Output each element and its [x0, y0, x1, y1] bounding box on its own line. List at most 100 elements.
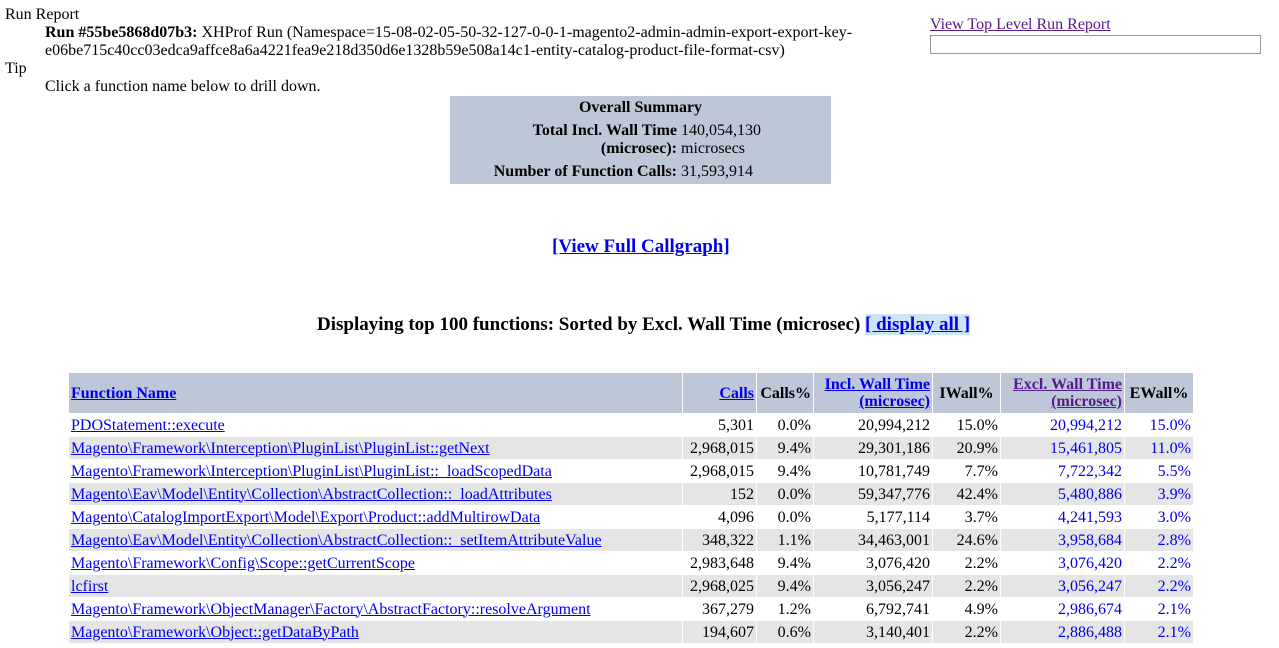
sort-function-name-link[interactable]: Function Name: [71, 384, 177, 402]
sort-incl-wall-link[interactable]: Incl. Wall Time (microsec): [825, 376, 930, 410]
calls-pct-cell: 0.6%: [757, 621, 813, 643]
function-name-cell: PDOStatement::execute: [69, 414, 682, 436]
calls-cell: 2,968,015: [683, 460, 756, 482]
iwall-pct-cell: 2.2%: [933, 575, 1000, 597]
header-calls-pct: Calls%: [757, 373, 813, 413]
table-row: Magento\Eav\Model\Entity\Collection\Abst…: [69, 483, 1193, 505]
header-ewall-pct: EWall%: [1125, 373, 1193, 413]
iwall-pct-cell: 15.0%: [933, 414, 1000, 436]
incl-wall-cell: 3,140,401: [814, 621, 932, 643]
display-heading-text: Displaying top 100 functions: Sorted by …: [317, 314, 861, 335]
table-row: Magento\Framework\Interception\PluginLis…: [69, 437, 1193, 459]
excl-wall-cell: 15,461,805: [1001, 437, 1124, 459]
function-name-cell: Magento\Framework\Interception\PluginLis…: [69, 460, 682, 482]
calls-pct-cell: 0.0%: [757, 483, 813, 505]
table-row: Magento\CatalogImportExport\Model\Export…: [69, 506, 1193, 528]
tip-label: Tip: [5, 60, 27, 77]
calls-cell: 194,607: [683, 621, 756, 643]
wall-time-unit: microsecs: [681, 140, 745, 157]
excl-wall-cell: 5,480,886: [1001, 483, 1124, 505]
incl-wall-cell: 6,792,741: [814, 598, 932, 620]
view-top-level-run-report-link[interactable]: View Top Level Run Report: [930, 16, 1111, 33]
excl-wall-cell: 7,722,342: [1001, 460, 1124, 482]
run-namespace-text: XHProf Run (Namespace=15-08-02-05-50-32-…: [201, 24, 853, 41]
function-link[interactable]: Magento\Framework\Interception\PluginLis…: [71, 462, 552, 480]
table-row: Magento\Framework\ObjectManager\Factory\…: [69, 598, 1193, 620]
calls-cell: 5,301: [683, 414, 756, 436]
function-calls-label: Number of Function Calls:: [493, 163, 677, 180]
display-heading: Displaying top 100 functions: Sorted by …: [317, 314, 971, 336]
function-name-cell: Magento\Eav\Model\Entity\Collection\Abst…: [69, 529, 682, 551]
excl-wall-cell: 3,076,420: [1001, 552, 1124, 574]
incl-wall-cell: 20,994,212: [814, 414, 932, 436]
incl-wall-cell: 59,347,776: [814, 483, 932, 505]
tip-text: Click a function name below to drill dow…: [45, 78, 321, 95]
function-name-cell: Magento\Framework\Interception\PluginLis…: [69, 437, 682, 459]
calls-cell: 2,968,025: [683, 575, 756, 597]
view-full-callgraph-link[interactable]: [View Full Callgraph]: [552, 236, 730, 257]
calls-cell: 152: [683, 483, 756, 505]
function-name-cell: Magento\Framework\Object::getDataByPath: [69, 621, 682, 643]
function-link[interactable]: lcfirst: [71, 577, 109, 595]
function-link[interactable]: Magento\CatalogImportExport\Model\Export…: [71, 508, 541, 526]
ewall-pct-cell: 2.2%: [1125, 575, 1193, 597]
header-function-name[interactable]: Function Name: [69, 373, 682, 413]
run-id-label: Run #55be5868d07b3:: [45, 24, 198, 41]
display-all-link[interactable]: [ display all ]: [865, 314, 971, 335]
iwall-pct-cell: 4.9%: [933, 598, 1000, 620]
excl-wall-cell: 2,986,674: [1001, 598, 1124, 620]
function-link[interactable]: Magento\Eav\Model\Entity\Collection\Abst…: [71, 485, 552, 503]
calls-pct-cell: 9.4%: [757, 460, 813, 482]
iwall-pct-cell: 20.9%: [933, 437, 1000, 459]
incl-wall-cell: 5,177,114: [814, 506, 932, 528]
wall-time-label: Total Incl. Wall Time: [532, 122, 677, 139]
function-name-cell: Magento\CatalogImportExport\Model\Export…: [69, 506, 682, 528]
table-header-row: Function Name Calls Calls% Incl. Wall Ti…: [69, 373, 1193, 413]
function-link[interactable]: PDOStatement::execute: [71, 416, 225, 434]
excl-wall-cell: 20,994,212: [1001, 414, 1124, 436]
table-row: PDOStatement::execute 5,301 0.0% 20,994,…: [69, 414, 1193, 436]
incl-wall-label-1: Incl. Wall Time: [824, 376, 930, 393]
incl-wall-cell: 29,301,186: [814, 437, 932, 459]
calls-pct-cell: 0.0%: [757, 414, 813, 436]
ewall-pct-cell: 15.0%: [1125, 414, 1193, 436]
incl-wall-cell: 3,076,420: [814, 552, 932, 574]
function-name-cell: Magento\Framework\ObjectManager\Factory\…: [69, 598, 682, 620]
ewall-pct-cell: 5.5%: [1125, 460, 1193, 482]
iwall-pct-cell: 7.7%: [933, 460, 1000, 482]
iwall-pct-cell: 24.6%: [933, 529, 1000, 551]
ewall-pct-cell: 2.2%: [1125, 552, 1193, 574]
incl-wall-cell: 34,463,001: [814, 529, 932, 551]
excl-wall-cell: 2,886,488: [1001, 621, 1124, 643]
sort-excl-wall-link[interactable]: Excl. Wall Time (microsec): [1013, 376, 1122, 410]
function-link[interactable]: Magento\Framework\Interception\PluginLis…: [71, 439, 490, 457]
function-link[interactable]: Magento\Framework\ObjectManager\Factory\…: [71, 600, 591, 618]
header-incl-wall[interactable]: Incl. Wall Time (microsec): [814, 373, 932, 413]
wall-time-label-unit: (microsec):: [600, 140, 677, 157]
calls-pct-cell: 1.1%: [757, 529, 813, 551]
iwall-pct-cell: 2.2%: [933, 621, 1000, 643]
iwall-pct-cell: 2.2%: [933, 552, 1000, 574]
function-search-input[interactable]: [930, 35, 1261, 54]
run-info-line-2: e06be715c40cc03edca9affce8a6a4221fea9e21…: [45, 42, 785, 59]
excl-wall-cell: 3,056,247: [1001, 575, 1124, 597]
header-calls[interactable]: Calls: [683, 373, 756, 413]
overall-summary-box: Overall Summary Total Incl. Wall Time (m…: [450, 96, 831, 184]
table-row: lcfirst 2,968,025 9.4% 3,056,247 2.2% 3,…: [69, 575, 1193, 597]
ewall-pct-cell: 2.1%: [1125, 621, 1193, 643]
function-calls-value: 31,593,914: [681, 163, 753, 180]
table-row: Magento\Framework\Object::getDataByPath …: [69, 621, 1193, 643]
calls-cell: 348,322: [683, 529, 756, 551]
excl-wall-label-1: Excl. Wall Time: [1013, 376, 1122, 393]
function-table: Function Name Calls Calls% Incl. Wall Ti…: [68, 372, 1194, 644]
sort-calls-link[interactable]: Calls: [719, 384, 754, 402]
header-excl-wall[interactable]: Excl. Wall Time (microsec): [1001, 373, 1124, 413]
function-link[interactable]: Magento\Framework\Config\Scope::getCurre…: [71, 554, 415, 572]
table-row: Magento\Framework\Config\Scope::getCurre…: [69, 552, 1193, 574]
calls-pct-cell: 9.4%: [757, 437, 813, 459]
calls-pct-cell: 9.4%: [757, 552, 813, 574]
calls-cell: 2,983,648: [683, 552, 756, 574]
function-link[interactable]: Magento\Eav\Model\Entity\Collection\Abst…: [71, 531, 602, 549]
function-name-cell: lcfirst: [69, 575, 682, 597]
function-link[interactable]: Magento\Framework\Object::getDataByPath: [71, 623, 359, 641]
